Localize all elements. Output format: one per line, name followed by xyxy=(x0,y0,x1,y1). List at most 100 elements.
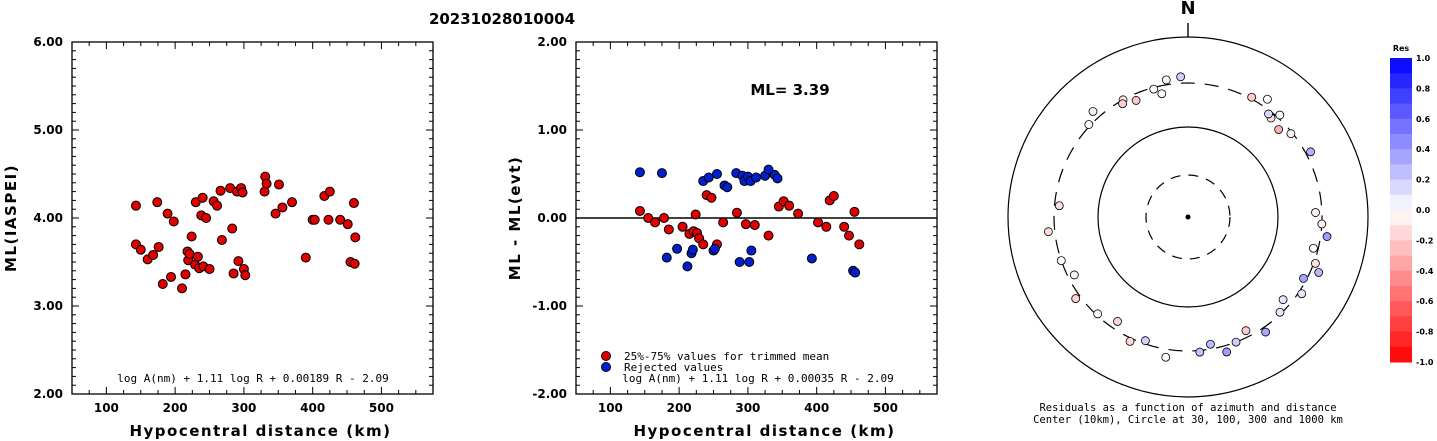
station-residual-marker xyxy=(1311,258,1320,268)
rejected-point xyxy=(703,172,714,183)
trimmed-mean-point xyxy=(663,224,674,235)
trimmed-mean-point xyxy=(813,217,824,228)
station-residual-marker xyxy=(1043,227,1053,237)
data-point xyxy=(157,279,168,289)
data-point xyxy=(309,214,320,225)
data-point xyxy=(152,197,163,208)
x-axis-label: Hypocentral distance (km) xyxy=(129,422,391,440)
data-point xyxy=(168,216,179,227)
colorbar-tick-label: 0.0 xyxy=(1416,206,1431,215)
station-residual-marker xyxy=(1176,72,1186,82)
data-point xyxy=(350,232,361,243)
data-point xyxy=(349,258,360,269)
data-point xyxy=(135,244,146,255)
colorbar-segment xyxy=(1390,103,1412,120)
trimmed-mean-point xyxy=(718,217,729,228)
residual-vs-distance-panel: 100 200 300 400 500 -2.00 -1.00 0.00 1.00 2.00 Hyp… xyxy=(506,35,938,440)
station-residual-marker xyxy=(1261,327,1271,337)
north-label: N xyxy=(1180,0,1195,19)
data-point xyxy=(273,179,284,190)
rejected-point xyxy=(751,172,762,183)
data-point xyxy=(240,270,251,281)
plot-frame xyxy=(71,41,434,395)
colorbar-tick-label: 0.6 xyxy=(1416,115,1431,124)
station-residual-marker xyxy=(1071,294,1081,303)
station-residual-marker xyxy=(1247,92,1257,102)
formula-text: log A(nm) + 1.11 log R + 0.00189 R - 2.0… xyxy=(117,372,389,385)
data-point xyxy=(277,202,288,213)
circle-100km xyxy=(1097,126,1279,308)
trimmed-mean-point xyxy=(839,221,850,232)
station-residual-marker xyxy=(1286,129,1296,139)
colorbar-segment xyxy=(1390,270,1412,287)
station-residual-marker xyxy=(1149,84,1159,94)
station-residual-marker xyxy=(1311,208,1320,217)
station-residual-marker xyxy=(1125,336,1135,346)
colorbar-segment xyxy=(1390,210,1412,226)
trimmed-mean-point xyxy=(731,207,742,218)
colorbar-segment xyxy=(1390,331,1412,348)
station-residual-marker xyxy=(1206,339,1215,349)
y-tick-label: 6.00 xyxy=(33,35,63,49)
data-point xyxy=(323,214,334,225)
station-residual-marker xyxy=(1322,232,1332,241)
rejected-point xyxy=(672,243,683,254)
ml-vs-distance-panel: 100 200 300 400 500 2.00 3.00 4.00 5.00 6.00 Hypoc… xyxy=(2,35,434,440)
rejected-point xyxy=(722,182,733,193)
data-point xyxy=(348,198,359,209)
data-point xyxy=(342,219,353,230)
trimmed-mean-point xyxy=(740,219,751,230)
station-residual-marker xyxy=(1054,201,1064,211)
trimmed-mean-point xyxy=(854,239,865,250)
data-point xyxy=(300,252,311,263)
station-residual-marker xyxy=(1161,352,1171,362)
trimmed-mean-point xyxy=(749,220,760,231)
colorbar-segment xyxy=(1390,194,1412,211)
legend-label: Rejected values xyxy=(624,361,723,374)
x-axis-label: Hypocentral distance (km) xyxy=(633,422,895,440)
data-point xyxy=(270,208,281,219)
y-tick-label: 1.00 xyxy=(537,123,567,137)
trimmed-mean-point xyxy=(643,213,654,223)
station-residual-marker xyxy=(1069,270,1079,280)
data-point xyxy=(237,187,248,198)
trimmed-mean-point xyxy=(763,230,774,241)
y-tick-label: 2.00 xyxy=(537,35,567,49)
data-point xyxy=(233,256,244,267)
trimmed-mean-point xyxy=(690,209,701,220)
colorbar-segment xyxy=(1390,255,1412,272)
station-residual-marker xyxy=(1131,96,1141,105)
rejected-point xyxy=(772,173,783,184)
station-residual-marker xyxy=(1157,89,1167,99)
x-tick-label: 100 xyxy=(94,401,119,415)
rejected-point xyxy=(850,267,861,278)
trimmed-mean-point xyxy=(843,230,854,241)
data-point xyxy=(184,249,195,260)
colorbar-tick-label: -1.0 xyxy=(1416,358,1434,367)
trimmed-mean-point xyxy=(659,213,670,223)
polar-caption-line-1: Residuals as a function of azimuth and d… xyxy=(1039,402,1336,414)
data-point xyxy=(215,185,226,196)
data-point xyxy=(216,235,227,245)
trimmed-mean-point xyxy=(677,221,688,232)
trimmed-mean-point xyxy=(849,206,860,217)
x-tick-label: 100 xyxy=(598,401,623,415)
x-tick-label: 300 xyxy=(735,401,760,415)
station-residual-marker xyxy=(1231,337,1241,347)
data-point xyxy=(228,268,239,279)
rejected-point xyxy=(746,245,757,256)
event-id-title: 20231028010004 xyxy=(429,10,575,28)
data-point xyxy=(166,271,177,282)
data-point xyxy=(186,231,197,242)
x-tick-label: 300 xyxy=(231,401,256,415)
residual-polar-panel: N Residuals as a function of azimuth and … xyxy=(1007,0,1434,426)
data-point xyxy=(287,197,298,208)
station-residual-marker xyxy=(1141,336,1150,346)
station-residual-marker xyxy=(1088,107,1098,116)
colorbar-tick-label: -0.8 xyxy=(1416,328,1434,337)
station-residual-marker xyxy=(1297,289,1307,299)
data-point xyxy=(324,186,335,197)
legend-label: 25%-75% values for trimmed mean xyxy=(624,350,829,363)
station-residual-marker xyxy=(1275,110,1285,120)
station-residual-marker xyxy=(1161,75,1171,85)
